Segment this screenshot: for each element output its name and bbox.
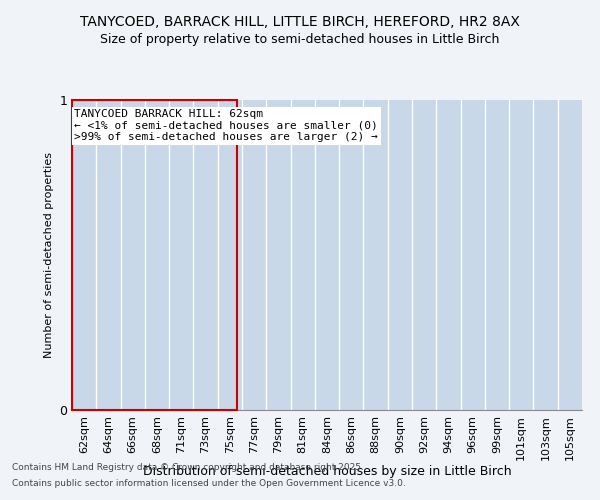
- Text: Contains HM Land Registry data © Crown copyright and database right 2025.: Contains HM Land Registry data © Crown c…: [12, 464, 364, 472]
- Bar: [533, 100, 558, 410]
- Bar: [169, 100, 193, 410]
- Bar: [96, 100, 121, 410]
- Text: TANYCOED BARRACK HILL: 62sqm
← <1% of semi-detached houses are smaller (0)
>99% : TANYCOED BARRACK HILL: 62sqm ← <1% of se…: [74, 110, 378, 142]
- Bar: [364, 100, 388, 410]
- Bar: [412, 100, 436, 410]
- Bar: [315, 100, 339, 410]
- Bar: [436, 100, 461, 410]
- Bar: [218, 100, 242, 410]
- Text: Contains public sector information licensed under the Open Government Licence v3: Contains public sector information licen…: [12, 478, 406, 488]
- Bar: [242, 100, 266, 410]
- Bar: [121, 100, 145, 410]
- Bar: [485, 100, 509, 410]
- Bar: [145, 100, 169, 410]
- Bar: [72, 100, 237, 410]
- Bar: [388, 100, 412, 410]
- Bar: [290, 100, 315, 410]
- Text: TANYCOED, BARRACK HILL, LITTLE BIRCH, HEREFORD, HR2 8AX: TANYCOED, BARRACK HILL, LITTLE BIRCH, HE…: [80, 15, 520, 29]
- Bar: [339, 100, 364, 410]
- Bar: [558, 100, 582, 410]
- Bar: [266, 100, 290, 410]
- Y-axis label: Number of semi-detached properties: Number of semi-detached properties: [44, 152, 53, 358]
- Bar: [193, 100, 218, 410]
- Text: Size of property relative to semi-detached houses in Little Birch: Size of property relative to semi-detach…: [100, 32, 500, 46]
- Bar: [461, 100, 485, 410]
- Bar: [72, 100, 96, 410]
- X-axis label: Distribution of semi-detached houses by size in Little Birch: Distribution of semi-detached houses by …: [143, 465, 511, 478]
- Bar: [509, 100, 533, 410]
